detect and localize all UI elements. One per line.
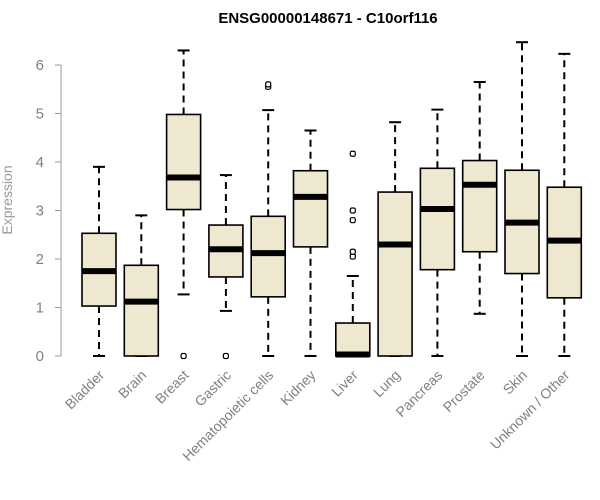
- box-iqr: [123, 264, 160, 357]
- chart-title: ENSG00000148671 - C10orf116: [218, 10, 437, 27]
- box-iqr: [461, 159, 498, 253]
- x-tick-label: Kidney: [277, 367, 319, 409]
- outlier-point: [222, 352, 229, 360]
- box-hematopoietic-cells: [250, 81, 286, 357]
- outlier-point: [265, 81, 272, 88]
- box-prostate: [461, 80, 498, 315]
- y-tick-label: 4: [36, 154, 44, 171]
- box-iqr: [334, 322, 371, 357]
- x-tick-label: Prostate: [440, 367, 488, 415]
- outlier-point: [349, 150, 356, 157]
- box-iqr: [250, 215, 286, 298]
- outlier-point: [349, 217, 356, 224]
- x-tick-label: Liver: [328, 367, 361, 400]
- box-bladder: [81, 165, 117, 357]
- x-tick-label: Unknown / Other: [487, 367, 573, 453]
- outlier-point: [349, 248, 356, 255]
- box-gastric: [208, 174, 244, 360]
- x-tick-label: Pancreas: [392, 367, 445, 420]
- box-unknown-other: [546, 52, 583, 357]
- y-tick-label: 1: [36, 300, 44, 317]
- box-breast: [165, 49, 202, 360]
- outlier-point: [349, 207, 356, 214]
- y-tick-label: 2: [36, 251, 44, 268]
- box-group: [81, 41, 583, 360]
- x-tick-label: Bladder: [62, 367, 108, 413]
- y-tick-label: 5: [36, 106, 44, 123]
- box-liver: [334, 150, 371, 358]
- y-axis-label: Expression: [0, 165, 15, 234]
- x-tick-label: Breast: [152, 367, 192, 407]
- box-iqr: [292, 169, 329, 248]
- y-tick-label: 0: [36, 348, 44, 365]
- x-tick-label: Skin: [500, 367, 531, 398]
- outlier-point: [180, 352, 187, 360]
- box-iqr: [377, 191, 413, 357]
- box-skin: [504, 41, 540, 357]
- y-tick-label: 3: [36, 203, 44, 220]
- box-lung: [377, 121, 413, 357]
- box-kidney: [292, 129, 329, 357]
- box-brain: [123, 214, 160, 357]
- y-ticks: 0 1 2 3 4 5 6: [36, 57, 61, 365]
- box-iqr: [419, 167, 456, 271]
- box-pancreas: [419, 108, 456, 357]
- x-tick-label: Brain: [115, 367, 149, 401]
- x-tick-label: Lung: [370, 367, 403, 400]
- box-iqr: [165, 113, 202, 211]
- y-tick-label: 6: [36, 57, 44, 74]
